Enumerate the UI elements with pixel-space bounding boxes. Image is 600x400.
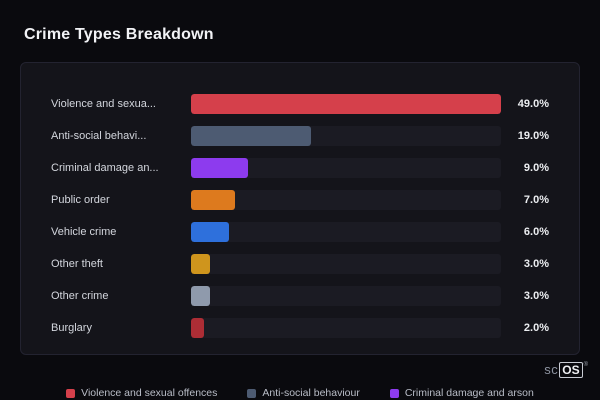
bar[interactable] xyxy=(191,158,248,178)
category-label: Burglary xyxy=(51,322,92,334)
bar[interactable] xyxy=(191,94,501,114)
legend-item[interactable]: Anti-social behaviour xyxy=(247,387,360,399)
bar-track xyxy=(191,190,501,210)
category-label: Vehicle crime xyxy=(51,226,117,238)
bar-track xyxy=(191,126,501,146)
chart-card: Violence and sexua... 49.0% Anti-social … xyxy=(20,62,580,355)
chart-legend: Violence and sexual offences Anti-social… xyxy=(0,387,600,399)
bar-row: Other theft 3.0% xyxy=(51,248,549,280)
bar[interactable] xyxy=(191,222,229,242)
legend-swatch-icon xyxy=(66,388,76,398)
category-label: Public order xyxy=(51,194,110,206)
registered-mark-icon: ® xyxy=(583,362,588,368)
legend-label: Violence and sexual offences xyxy=(81,387,218,399)
bar-track xyxy=(191,254,501,274)
category-label: Anti-social behavi... xyxy=(51,130,147,142)
value-label: 7.0% xyxy=(523,194,549,206)
bar-track xyxy=(191,94,501,114)
legend-label: Anti-social behaviour xyxy=(262,387,360,399)
bar[interactable] xyxy=(191,318,204,338)
value-label: 3.0% xyxy=(523,290,549,302)
bar-track xyxy=(191,158,501,178)
category-label: Other theft xyxy=(51,258,103,270)
category-label: Violence and sexua... xyxy=(51,98,156,110)
legend-swatch-icon xyxy=(247,388,257,398)
value-label: 9.0% xyxy=(523,162,549,174)
bar-track xyxy=(191,222,501,242)
category-label: Other crime xyxy=(51,290,109,302)
bar[interactable] xyxy=(191,254,210,274)
legend-swatch-icon xyxy=(389,388,399,398)
legend-item[interactable]: Criminal damage and arson xyxy=(389,387,534,399)
bar-row: Public order 7.0% xyxy=(51,184,549,216)
bar-row: Anti-social behavi... 19.0% xyxy=(51,120,549,152)
value-label: 3.0% xyxy=(523,258,549,270)
bar-row: Other crime 3.0% xyxy=(51,280,549,312)
page-title: Crime Types Breakdown xyxy=(24,26,214,43)
watermark-suffix: OS xyxy=(559,362,583,378)
bar-row: Burglary 2.0% xyxy=(51,312,549,344)
value-label: 19.0% xyxy=(517,130,549,142)
bar-rows: Violence and sexua... 49.0% Anti-social … xyxy=(51,88,549,344)
category-label: Criminal damage an... xyxy=(51,162,159,174)
value-label: 49.0% xyxy=(517,98,549,110)
bar-row: Vehicle crime 6.0% xyxy=(51,216,549,248)
bar[interactable] xyxy=(191,286,210,306)
bar-row: Criminal damage an... 9.0% xyxy=(51,152,549,184)
value-label: 6.0% xyxy=(523,226,549,238)
bar[interactable] xyxy=(191,190,236,210)
bar[interactable] xyxy=(191,126,312,146)
bar-track xyxy=(191,318,501,338)
watermark-prefix: sc xyxy=(544,362,559,377)
value-label: 2.0% xyxy=(523,322,549,334)
legend-item[interactable]: Violence and sexual offences xyxy=(66,387,217,399)
bar-row: Violence and sexua... 49.0% xyxy=(51,88,549,120)
bar-track xyxy=(191,286,501,306)
brand-watermark: sc OS ® xyxy=(544,362,588,378)
legend-label: Criminal damage and arson xyxy=(404,387,534,399)
